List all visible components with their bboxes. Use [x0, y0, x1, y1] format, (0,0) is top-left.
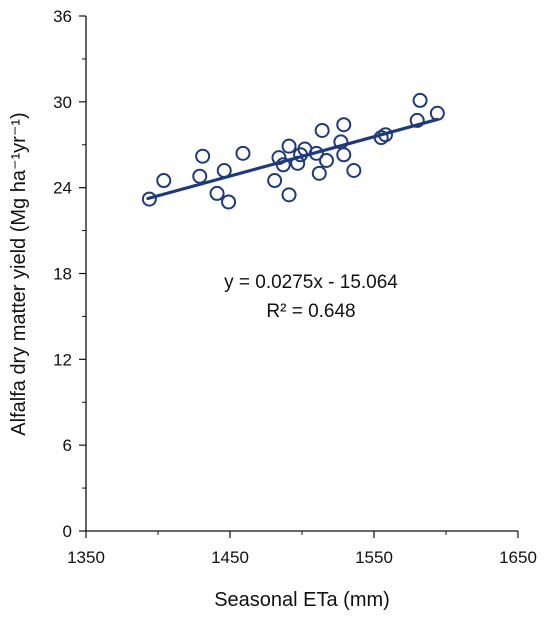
data-point: [311, 165, 327, 181]
y-tick-label: 30: [53, 93, 72, 112]
data-point: [141, 191, 157, 207]
points-layer: [141, 92, 445, 210]
y-tick-label: 18: [53, 265, 72, 284]
data-point: [290, 155, 306, 171]
x-tick-label: 1550: [355, 548, 393, 567]
y-tick-label: 36: [53, 7, 72, 26]
y-tick-label: 12: [53, 350, 72, 369]
data-point: [314, 122, 330, 138]
data-point: [318, 152, 334, 168]
data-point: [336, 117, 352, 133]
x-tick-label: 1650: [499, 548, 537, 567]
data-point: [195, 148, 211, 164]
data-point: [412, 92, 428, 108]
data-point: [308, 145, 324, 161]
data-point: [209, 185, 225, 201]
data-point: [336, 147, 352, 163]
data-point: [267, 173, 283, 189]
data-point: [216, 163, 232, 178]
y-axis-title: Alfalfa dry matter yield (Mg ha⁻¹yr⁻¹): [8, 112, 30, 435]
axes-layer: 0 6 12 18 24 30 36 1350 1450 1550 1650: [53, 7, 537, 567]
data-point: [409, 112, 425, 128]
x-tick-label: 1350: [67, 548, 105, 567]
data-point: [429, 105, 445, 121]
y-tick-label: 0: [63, 522, 72, 541]
data-point: [346, 163, 362, 178]
y-tick-label: 6: [63, 436, 72, 455]
data-point: [281, 138, 297, 154]
x-axis-title: Seasonal ETa (mm): [214, 589, 390, 611]
data-point: [275, 157, 291, 173]
y-tick-label: 24: [53, 179, 72, 198]
data-point: [281, 187, 297, 203]
x-tick-label: 1450: [211, 548, 249, 567]
data-point: [221, 194, 237, 210]
data-point: [156, 173, 172, 189]
trendline-equation: y = 0.0275x - 15.064: [224, 272, 398, 293]
data-point: [192, 168, 208, 184]
data-point: [378, 127, 394, 143]
trendline-r-squared: R² = 0.648: [266, 301, 355, 322]
data-point: [235, 145, 251, 161]
